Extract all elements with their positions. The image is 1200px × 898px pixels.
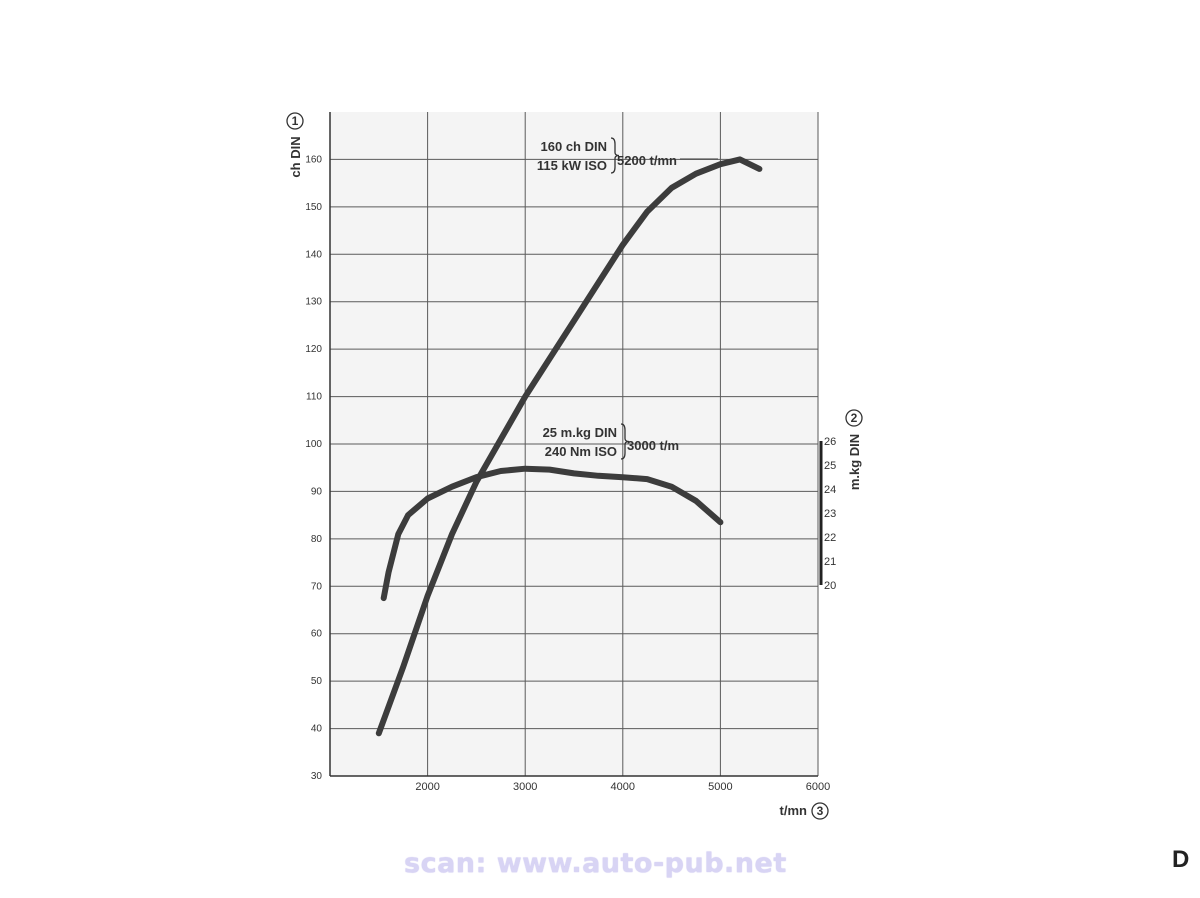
y-left-axis-label: ch DIN [288,136,303,177]
y-left-badge: 1 [292,114,299,128]
y-left-tick-140: 140 [305,249,322,260]
annotations: 160 ch DIN 115 kW ISO 5200 t/mn 25 m.kg DIN… [537,137,718,460]
axis-labels: 1 ch DIN 2 m.kg DIN t/mn 3 [286,112,863,820]
y-right-badge: 2 [851,411,858,425]
annotation-1-line-2: 115 kW ISO [537,158,607,173]
annotation-2-line-1: 25 m.kg DIN [543,425,617,440]
y-left-tick-80: 80 [311,534,323,545]
y-right-tick-26: 26 [824,436,836,448]
watermark: scan: www.auto-pub.net [404,848,787,879]
y-left-tick-40: 40 [311,724,323,735]
x-tick-5000: 5000 [708,781,732,793]
y-right-axis-label: m.kg DIN [847,434,862,490]
annotation-2-line-2: 240 Nm ISO [545,444,617,459]
y-right-tick-24: 24 [824,484,836,496]
x-tick-3000: 3000 [513,781,537,793]
page-letter: D [1172,846,1190,873]
y-right-badge-circle [845,409,863,427]
annotation-1-brace [610,137,620,174]
x-axis-label: t/mn [780,803,808,818]
y-left-tick-150: 150 [305,202,322,213]
y-left-tick-70: 70 [311,581,323,592]
series-line-2 [380,465,724,602]
y-left-badge-circle [286,112,304,130]
y-left-tick-90: 90 [311,486,323,497]
y-right-tick-21: 21 [824,556,836,568]
y-left-tick-120: 120 [305,344,322,355]
x-tick-6000: 6000 [806,781,830,793]
x-tick-4000: 4000 [611,781,635,793]
annotation-2-value: 3000 t/m [627,438,679,453]
x-tick-2000: 2000 [415,781,439,793]
y-right-tick-20: 20 [824,580,836,592]
y-left-tick-50: 50 [311,676,323,687]
annotation-2-brace [620,423,630,460]
y-right-tick-22: 22 [824,532,836,544]
annotation-1-line-1: 160 ch DIN [541,139,607,154]
y-left-tick-100: 100 [305,439,322,450]
x-axis-badge: 3 [817,804,824,818]
axes [329,112,823,777]
data-series [375,156,763,737]
y-right-tick-25: 25 [824,460,836,472]
x-axis-badge-circle [811,802,829,820]
y-left-tick-130: 130 [305,297,322,308]
tick-labels: 30 40 50 60 70 80 90 100 110 120 130 140 150 160 2000 3… [305,154,836,793]
y-left-tick-160: 160 [305,154,322,165]
y-left-tick-60: 60 [311,629,323,640]
y-left-tick-110: 110 [306,392,322,403]
series-line-1 [375,156,763,737]
annotation-1-value: 5200 t/mn [617,153,677,168]
y-right-tick-23: 23 [824,508,836,520]
y-left-tick-30: 30 [311,771,323,782]
